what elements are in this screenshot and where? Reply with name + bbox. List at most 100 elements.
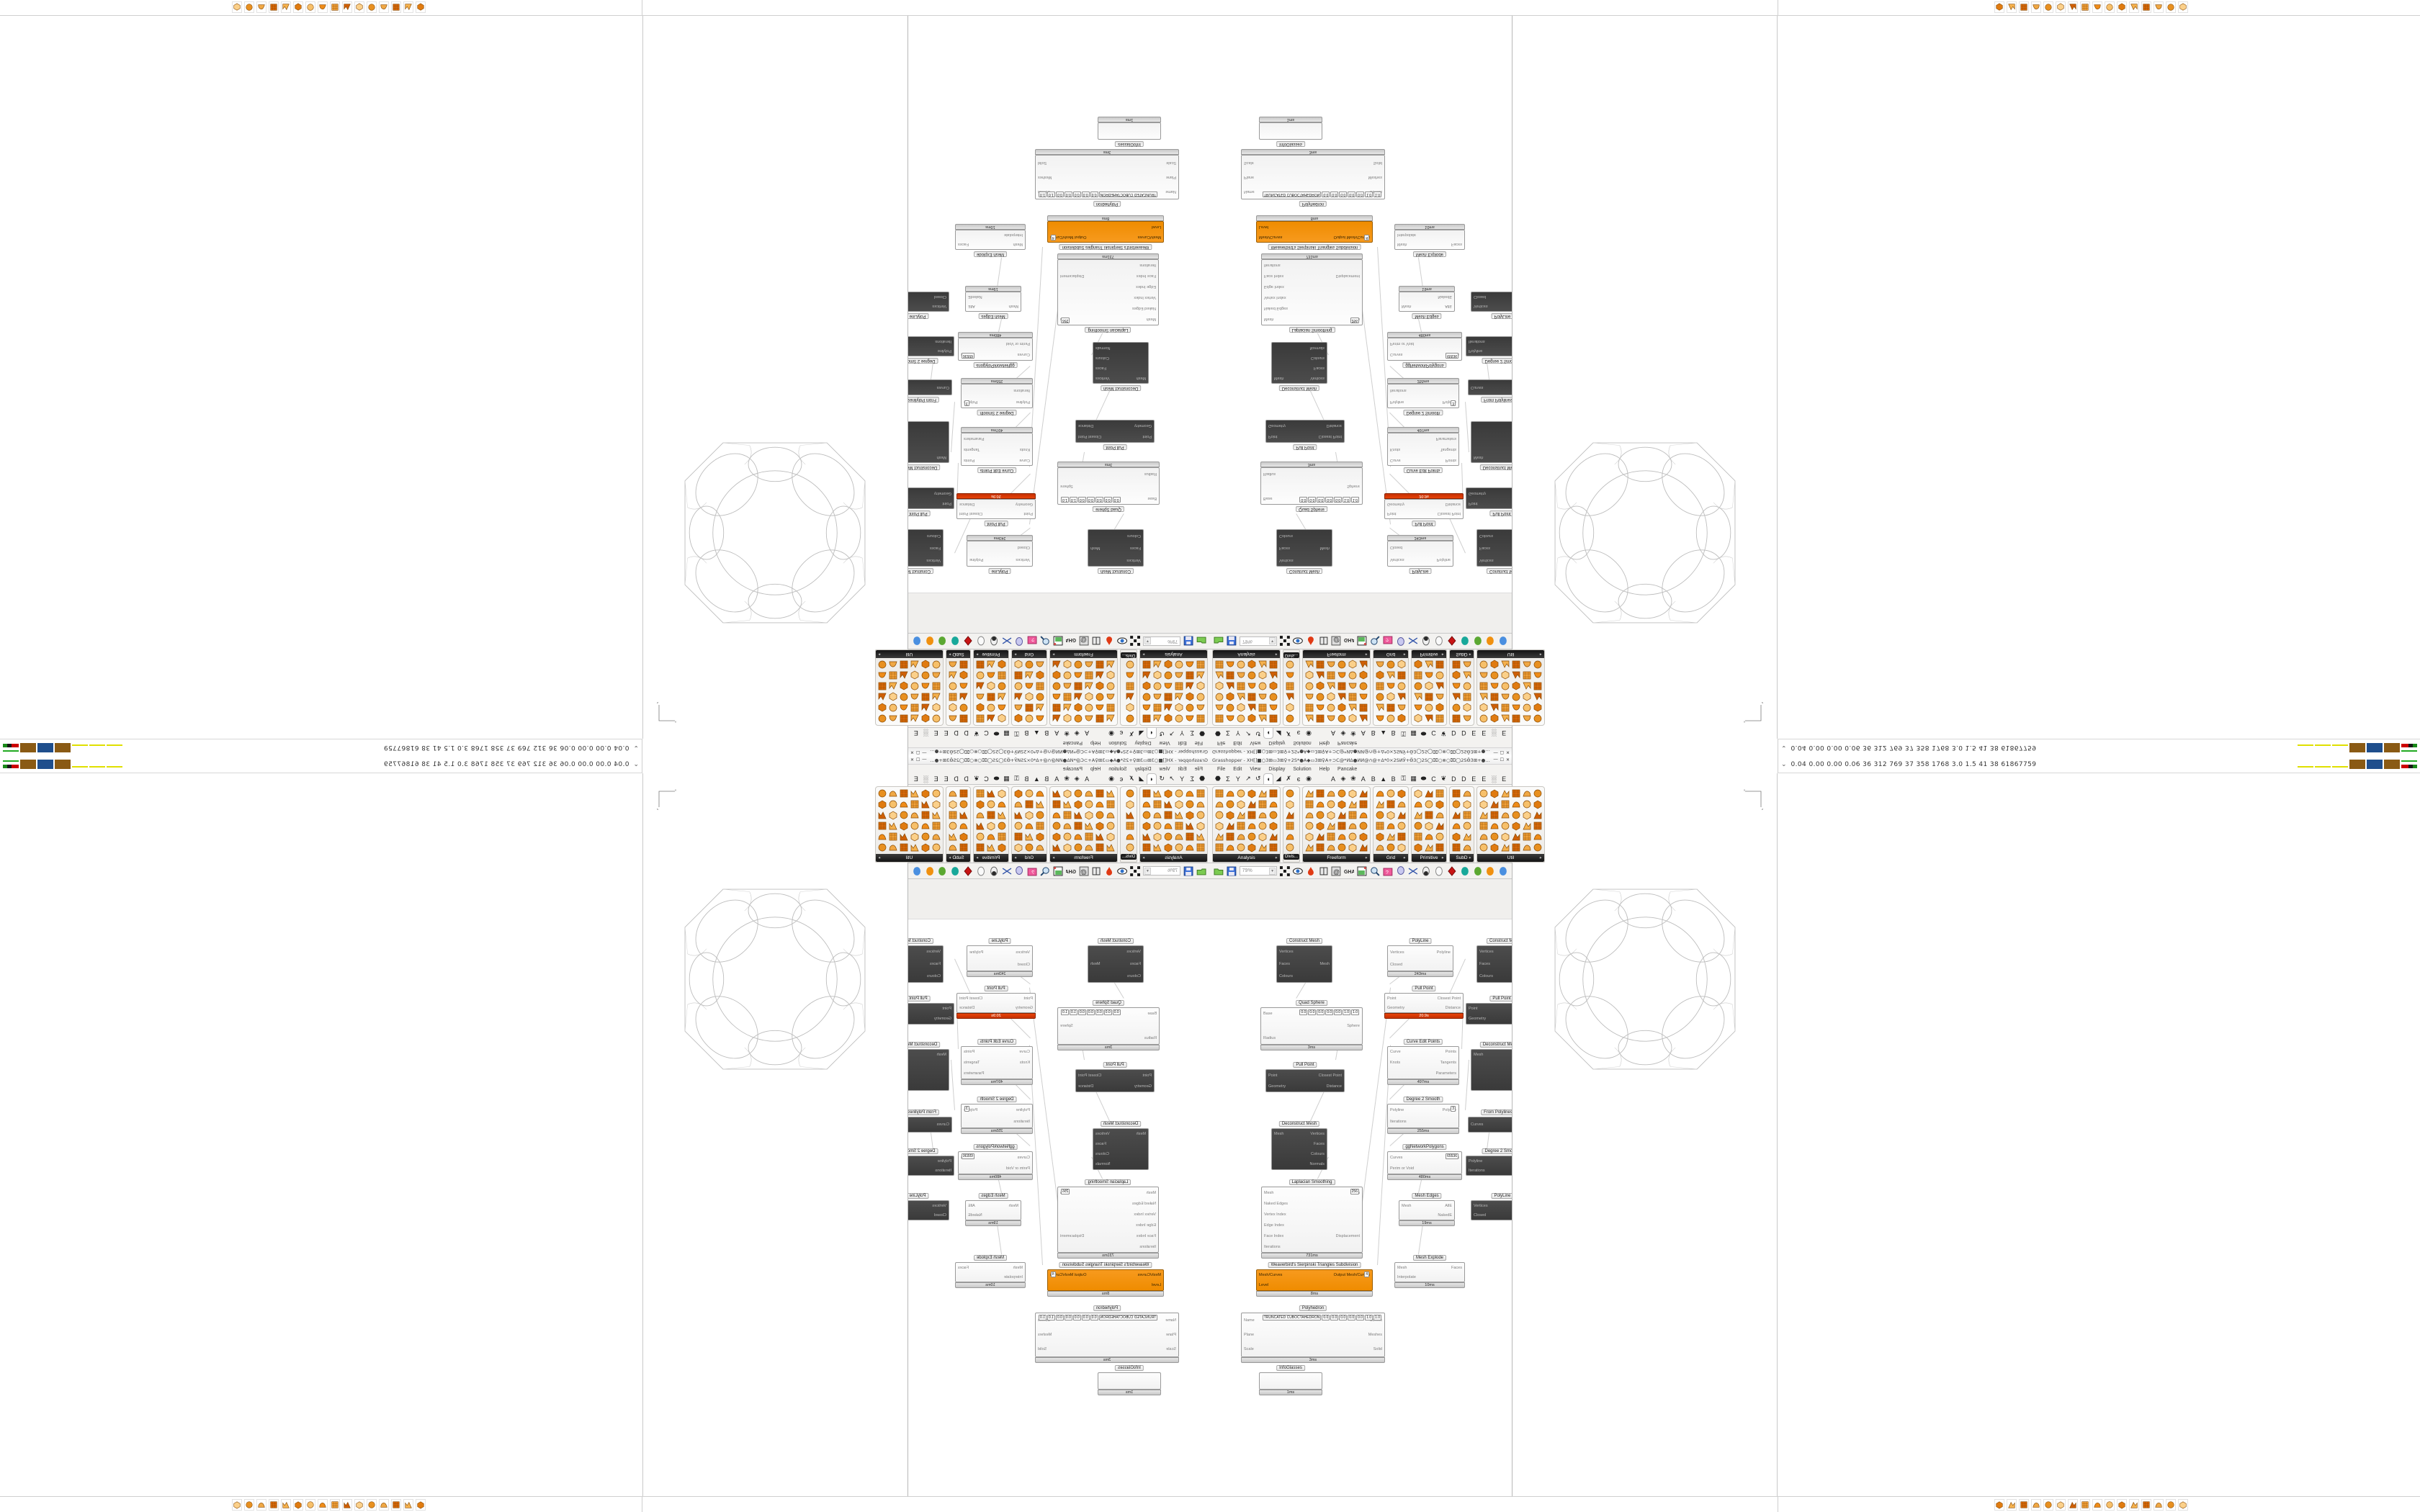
- node-value-field[interactable]: 1.0: [1373, 1315, 1381, 1320]
- node-value-fields[interactable]: 4: [1051, 1272, 1056, 1277]
- ribbon-group-label[interactable]: Primitive ✦: [974, 854, 1008, 862]
- component-icon[interactable]: [1052, 660, 1062, 670]
- gh-node-construct-mesh-1[interactable]: Construct Mesh Vertices Faces Mesh Colours: [1276, 529, 1332, 580]
- component-icon[interactable]: [1315, 670, 1325, 680]
- component-icon[interactable]: [1084, 821, 1094, 831]
- component-icon[interactable]: [1125, 821, 1135, 831]
- bake-icon[interactable]: [1319, 636, 1329, 647]
- node-input-label[interactable]: Mesh: [1264, 1190, 1274, 1195]
- component-icon[interactable]: [1462, 681, 1472, 691]
- component-icon[interactable]: [1500, 660, 1510, 670]
- node-output-label[interactable]: Parameters: [964, 436, 985, 441]
- sets-tab[interactable]: Υ: [1235, 775, 1240, 783]
- component-icon[interactable]: [899, 660, 909, 670]
- ribbon-group-label[interactable]: Util ✦: [1477, 650, 1544, 658]
- node-output-label[interactable]: Solid: [1373, 161, 1382, 165]
- node-body[interactable]: Point Closest Point Geometry Distance: [1075, 420, 1155, 443]
- component-icon[interactable]: [888, 681, 898, 691]
- node-value-field[interactable]: 65536: [1446, 353, 1458, 359]
- component-icon[interactable]: [1413, 681, 1423, 691]
- node-body[interactable]: PolylinePolylineIterations2: [1466, 336, 1512, 356]
- component-icon[interactable]: [1285, 692, 1295, 702]
- node-value-field[interactable]: 0.0: [1317, 1009, 1325, 1015]
- component-icon[interactable]: [1247, 799, 1257, 809]
- node-output-label[interactable]: Displacement: [1060, 1233, 1085, 1238]
- gh-node-mesh-edges[interactable]: Mesh Edges Mesh AllE NakedE 19ms: [1399, 286, 1455, 325]
- component-icon[interactable]: [1073, 660, 1083, 670]
- ribbon-group-label[interactable]: Analysis ✦: [1140, 854, 1207, 862]
- component-icon[interactable]: [1013, 842, 1023, 852]
- plugin-mtn-tab[interactable]: ▲: [1033, 729, 1040, 737]
- plugin-grid-tab[interactable]: ▦: [1410, 775, 1417, 782]
- menubar[interactable]: File Edit View Display Solution Help Pancake: [908, 765, 1210, 773]
- component-icon[interactable]: [948, 842, 958, 852]
- node-value-fields[interactable]: 3: [1451, 400, 1456, 406]
- component-icon[interactable]: [1522, 703, 1532, 713]
- plugin-e-tab[interactable]: E: [1471, 729, 1476, 737]
- component-icon[interactable]: [1435, 703, 1445, 713]
- node-caption[interactable]: Degree 2 Smooth: [908, 358, 938, 364]
- node-value-field[interactable]: 0.0: [1090, 1315, 1098, 1320]
- component-icon[interactable]: [986, 788, 996, 798]
- component-icon[interactable]: [1163, 810, 1173, 820]
- component-icon[interactable]: [997, 714, 1007, 724]
- node-input-label[interactable]: Mesh: [1397, 242, 1407, 247]
- component-icon[interactable]: [877, 842, 887, 852]
- ribbon-group-util[interactable]: Util ✦: [875, 649, 944, 726]
- ribbon-group-division[interactable]: Divis...: [1120, 649, 1137, 726]
- gh-node-polyline-2[interactable]: PolyLine Vertices Closed: [1471, 292, 1512, 325]
- component-icon[interactable]: [1348, 821, 1358, 831]
- canvas-toolbar[interactable]: 79% ▼ @ GHA ?: [908, 863, 1210, 879]
- node-input-label[interactable]: Iterations: [1469, 1168, 1485, 1173]
- taskbar-green-icon[interactable]: [2178, 1498, 2188, 1511]
- surface-tab[interactable]: ◖: [1146, 773, 1157, 784]
- pin-icon[interactable]: ✦: [1468, 855, 1471, 860]
- grasshopper-canvas[interactable]: Construct Mesh Vertices Faces Mesh Colours Qu…: [1210, 919, 1512, 1500]
- component-icon[interactable]: [1073, 681, 1083, 691]
- node-caption[interactable]: Degree 2 Smooth: [977, 1097, 1017, 1102]
- component-icon[interactable]: [1522, 670, 1532, 680]
- node-input-label[interactable]: Curves: [1390, 352, 1403, 357]
- node-value-field[interactable]: 0.0: [1090, 192, 1098, 197]
- node-output-label[interactable]: NakedE: [968, 294, 982, 300]
- component-icon[interactable]: [1451, 714, 1461, 724]
- gh-node-deconstruct-mesh-1[interactable]: Deconstruct Mesh Mesh Vertices Faces Colours…: [1271, 1115, 1327, 1170]
- node-body[interactable]: CurvesMesh: [1468, 1117, 1512, 1133]
- node-input-label[interactable]: Face Index: [1264, 274, 1284, 279]
- node-value-field[interactable]: 1.0: [1069, 1009, 1077, 1015]
- node-input-label[interactable]: Vertices: [1474, 304, 1488, 309]
- gh-node-curve-edit-points[interactable]: Curve Edit Points Curve Points Knots Tangent…: [1387, 1033, 1459, 1085]
- gh-node-mesh-explode[interactable]: Mesh Explode Mesh Faces Interpolate 10ms: [955, 224, 1026, 263]
- plugin-ellipse-tab[interactable]: ⬬: [1420, 730, 1427, 737]
- node-output-label[interactable]: Tangents: [1440, 1060, 1456, 1065]
- node-value-field[interactable]: 0.0: [1299, 497, 1308, 503]
- node-input-label[interactable]: Geometry: [1015, 1005, 1033, 1010]
- chevron-down-icon[interactable]: ▼: [1144, 868, 1151, 875]
- component-icon[interactable]: [1500, 670, 1510, 680]
- component-icon[interactable]: [1106, 788, 1116, 798]
- component-icon[interactable]: [888, 810, 898, 820]
- search-icon[interactable]: [1370, 636, 1380, 647]
- component-icon[interactable]: [1451, 692, 1461, 702]
- component-icon[interactable]: [975, 810, 985, 820]
- gh-node-infoglasses[interactable]: InfoGlasses 1ms: [1259, 1359, 1322, 1395]
- ribbon-icon-grid[interactable]: [1373, 658, 1408, 725]
- node-value-field[interactable]: 1.0: [1365, 192, 1373, 197]
- node-body[interactable]: CurvesMesh: [1468, 379, 1512, 395]
- component-icon[interactable]: [1196, 832, 1206, 842]
- component-icon[interactable]: [1522, 832, 1532, 842]
- component-icon[interactable]: [1062, 842, 1072, 852]
- plugin-key-tab[interactable]: ⚿: [1013, 775, 1019, 782]
- ribbon-group-analysis[interactable]: Analysis ✦: [1139, 649, 1208, 726]
- bake-icon[interactable]: [1319, 866, 1329, 876]
- blue-drop-icon[interactable]: [912, 866, 922, 876]
- gh-node-pull-point-2[interactable]: Pull Point Point Closest Point Geometry Dist…: [956, 980, 1036, 1019]
- component-icon[interactable]: [1052, 821, 1062, 831]
- node-caption[interactable]: InfoGlasses: [1115, 1365, 1144, 1371]
- node-input-label[interactable]: Iterations: [1013, 388, 1030, 392]
- component-icon[interactable]: [1435, 660, 1445, 670]
- menu-item-edit[interactable]: Edit: [1178, 740, 1187, 746]
- node-input-label[interactable]: Point: [1469, 1007, 1478, 1011]
- component-icon[interactable]: [1413, 821, 1423, 831]
